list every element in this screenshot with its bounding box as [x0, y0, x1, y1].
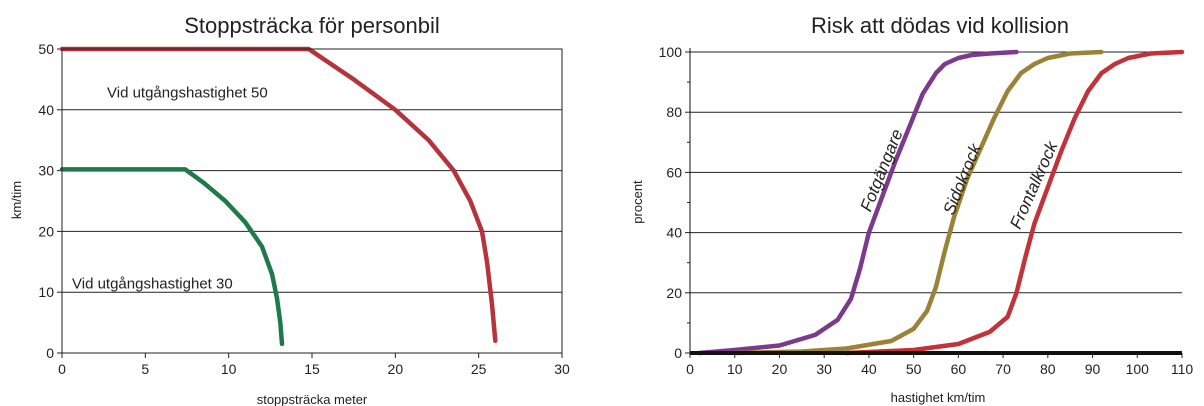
x-tick-label: 10 [727, 361, 743, 377]
x-tick-label: 60 [951, 361, 967, 377]
plot-frame [61, 48, 563, 354]
y-tick-label: 40 [666, 225, 682, 241]
x-tick-label: 15 [304, 361, 320, 377]
x-tick-label: 50 [906, 361, 922, 377]
annotation-label: Vid utgångshastighet 50 [107, 85, 268, 102]
x-axis-label: stoppsträcka meter [257, 392, 368, 406]
chart-title: Stoppsträcka för personbil [184, 13, 440, 38]
curve-labels: Fotgängare Sidokrock Frontalkrock [857, 126, 1063, 231]
x-tick-label: 0 [686, 361, 694, 377]
series-line-fotgängare [696, 49, 1019, 356]
x-tick-label: 30 [816, 361, 832, 377]
y-tick-label: 80 [666, 104, 682, 120]
y-tick-label: 20 [38, 223, 54, 239]
x-tick-label: 70 [995, 361, 1011, 377]
x-tick-label: 25 [471, 361, 487, 377]
curve-label-frontalkrock: Frontalkrock [1006, 137, 1062, 232]
series-line-sidokrock [732, 49, 1104, 356]
x-tick-label: 30 [554, 361, 570, 377]
y-tick-label: 0 [674, 345, 682, 361]
y-tick-label: 20 [666, 285, 682, 301]
x-tick-label: 90 [1085, 361, 1101, 377]
chart-title: Risk att dödas vid kollision [811, 13, 1069, 38]
annotation-label: Vid utgångshastighet 30 [72, 276, 233, 293]
x-tick-label: 110 [1171, 361, 1194, 377]
y-tick-label: 0 [46, 345, 54, 361]
y-tick-label: 40 [38, 102, 54, 118]
series-group [696, 49, 1185, 356]
y-tick-label: 100 [659, 44, 683, 60]
x-tick-label: 10 [221, 361, 237, 377]
series-line-curve-0 [59, 46, 498, 344]
x-tick-label: 100 [1126, 361, 1150, 377]
series-line-curve-1 [59, 167, 285, 347]
y-tick-label: 30 [38, 163, 54, 179]
y-tick-label: 50 [38, 41, 54, 57]
gridlines [685, 51, 1183, 358]
series-line-frontalkrock [844, 49, 1185, 356]
stopping-distance-chart: Stoppsträcka för personbil stoppsträcka … [9, 13, 570, 406]
y-tick-label: 10 [38, 284, 54, 300]
y-axis-label: procent [630, 180, 645, 224]
x-tick-label: 80 [1040, 361, 1056, 377]
annotations: Vid utgångshastighet 50 Vid utgångshastig… [72, 85, 268, 293]
series-group [59, 46, 498, 347]
x-tick-label: 40 [861, 361, 877, 377]
x-tick-label: 5 [141, 361, 149, 377]
x-tick-label: 20 [772, 361, 788, 377]
x-tick-label: 20 [388, 361, 404, 377]
y-tick-label: 60 [666, 164, 682, 180]
x-tick-label: 0 [58, 361, 66, 377]
collision-risk-chart: Risk att dödas vid kollision hastighet k… [630, 13, 1193, 405]
curve-label-sidokrock: Sidokrock [939, 140, 985, 218]
tick-labels: 0 10 20 30 40 50 0 5 10 15 20 25 30 [38, 41, 570, 377]
x-axis-label: hastighet km/tim [891, 390, 986, 405]
tick-labels: 0 20 40 60 80 100 0 10 20 30 40 50 60 70 80 90 100 110 [659, 44, 1194, 377]
y-axis-label: km/tim [9, 181, 24, 219]
